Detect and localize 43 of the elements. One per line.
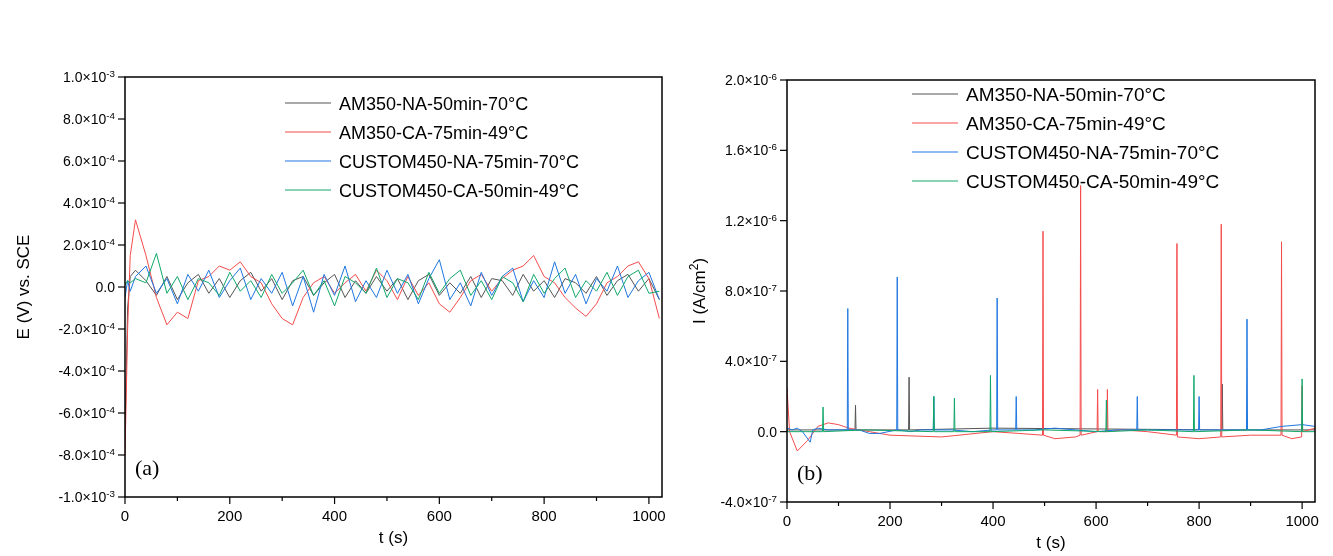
legend-label: AM350-NA-50min-70°C	[339, 94, 529, 114]
x-tick-label: 200	[217, 507, 243, 524]
y-tick-label: -1.0×10$^{-3}$	[58, 487, 116, 505]
legend-label: AM350-CA-75min-49°C	[339, 123, 529, 143]
x-tick-label: 400	[980, 512, 1006, 529]
y-tick-label: -2.0×10$^{-4}$	[58, 319, 116, 337]
y-tick-label: -4.0×10$^{-4}$	[58, 361, 116, 379]
y-tick-label: 4.0×10$^{-4}$	[63, 193, 116, 211]
legend-label: CUSTOM450-NA-75min-70°C	[966, 142, 1220, 163]
y-tick-label: 1.0×10$^{-3}$	[63, 67, 116, 85]
x-tick-label: 200	[877, 512, 903, 529]
x-tick-label: 1000	[632, 507, 666, 524]
x-tick-label: 0	[120, 507, 130, 524]
x-axis-title: t (s)	[1036, 533, 1066, 552]
y-tick-label: -8.0×10$^{-4}$	[58, 445, 116, 463]
y-tick-label: 0.0	[95, 279, 116, 295]
y-tick-label: 8.0×10$^{-7}$	[725, 281, 777, 299]
x-tick-label: 400	[322, 507, 348, 524]
x-tick-label: 800	[531, 507, 557, 524]
y-tick-label: 0.0	[757, 423, 778, 440]
y-tick-label: 8.0×10$^{-4}$	[63, 109, 116, 127]
annotation: (b)	[797, 460, 823, 485]
y-axis-title: E (V) vs. SCE	[14, 234, 33, 340]
annotation: (a)	[135, 455, 160, 480]
y-tick-label: -4.0×10$^{-7}$	[720, 492, 777, 510]
legend-label: CUSTOM450-CA-50min-49°C	[966, 171, 1220, 192]
legend-label: AM350-NA-50min-70°C	[966, 84, 1166, 105]
y-tick-label: 2.0×10$^{-6}$	[725, 70, 778, 88]
y-tick-label: 6.0×10$^{-4}$	[63, 151, 116, 169]
x-axis-title: t (s)	[378, 528, 409, 547]
x-tick-label: 0	[782, 512, 792, 529]
legend-label: CUSTOM450-NA-75min-70°C	[339, 152, 579, 172]
y-tick-label: 1.2×10$^{-6}$	[725, 211, 778, 229]
y-tick-label: -6.0×10$^{-4}$	[58, 403, 116, 421]
legend-label: CUSTOM450-CA-50min-49°C	[339, 181, 579, 201]
x-tick-label: 1000	[1285, 512, 1319, 529]
x-tick-label: 600	[426, 507, 452, 524]
x-tick-label: 600	[1083, 512, 1109, 529]
y-tick-label: 1.6×10$^{-6}$	[725, 140, 778, 159]
legend-label: AM350-CA-75min-49°C	[966, 113, 1166, 134]
y-tick-label: 4.0×10$^{-7}$	[725, 351, 777, 370]
y-tick-label: 2.0×10$^{-4}$	[63, 235, 116, 253]
x-tick-label: 800	[1186, 512, 1212, 529]
